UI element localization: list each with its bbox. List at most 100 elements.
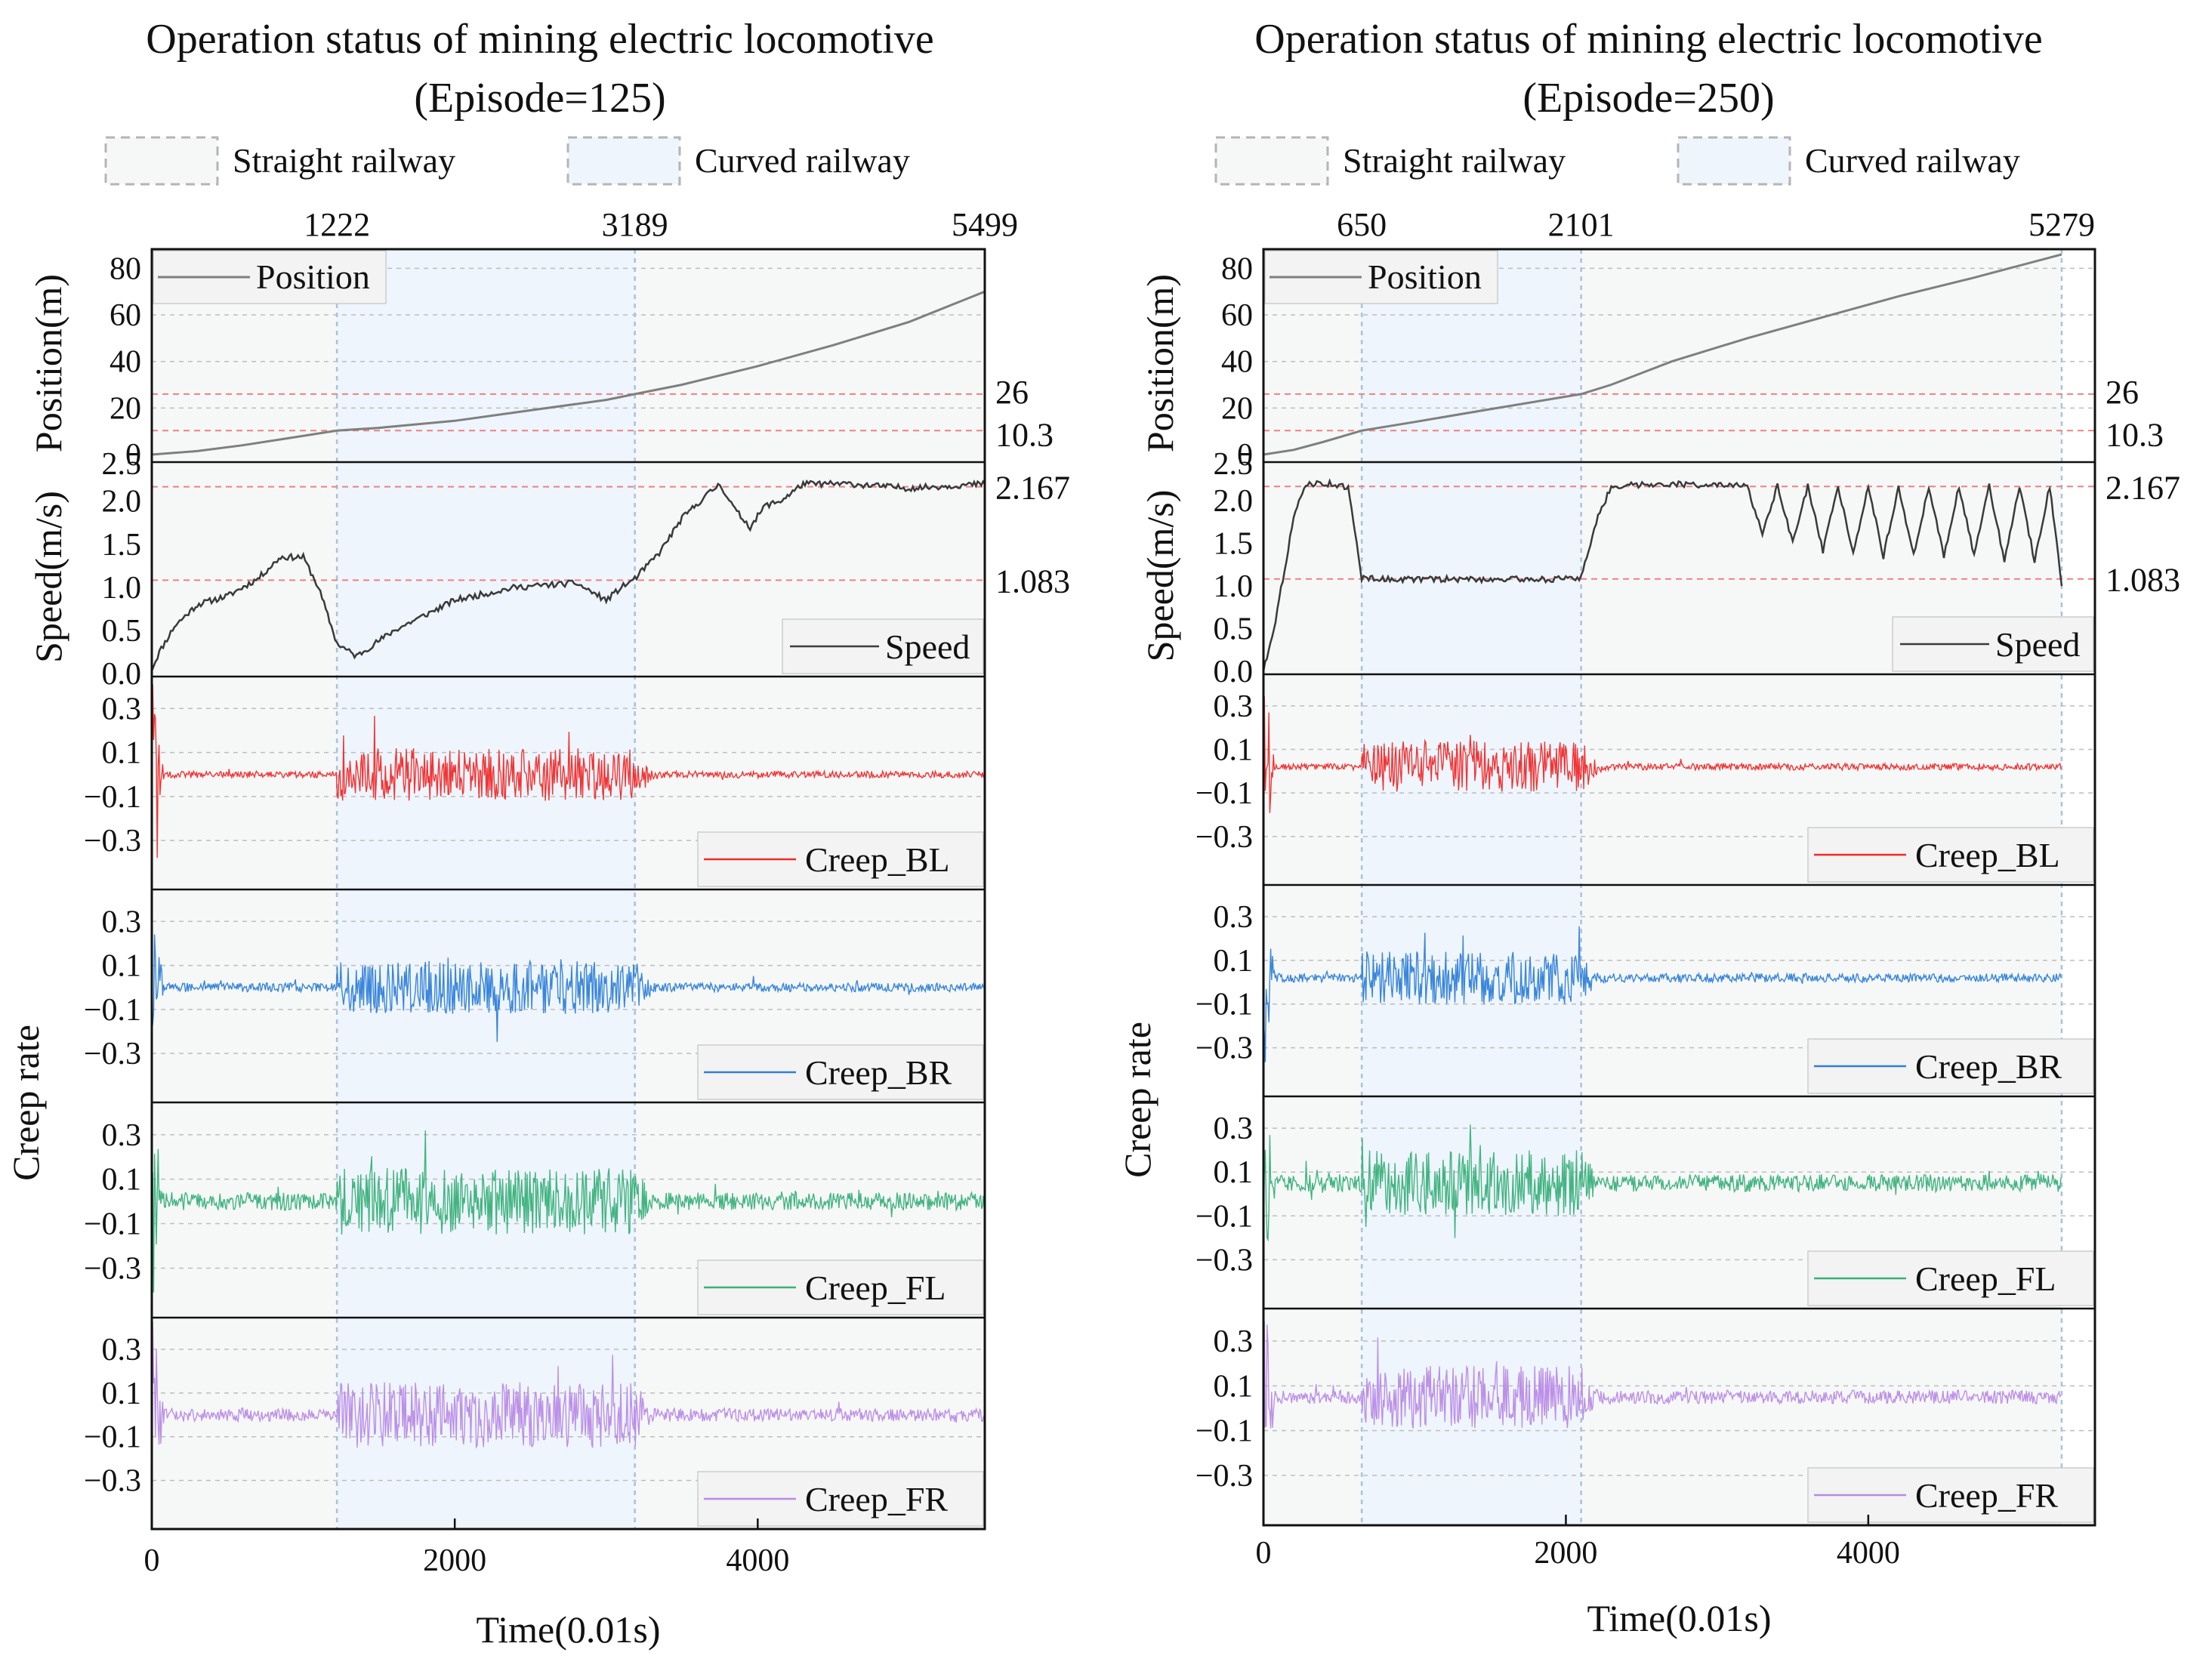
panel-2: Operation status of mining electric loco… xyxy=(1116,16,2180,1639)
boundary-label: 2101 xyxy=(1548,206,1615,243)
y-tick-label: 1.0 xyxy=(102,571,142,606)
legend-label-position: Position xyxy=(256,257,370,296)
y-tick-label: 60 xyxy=(1221,298,1253,333)
x-axis-label: Time(0.01s) xyxy=(1587,1597,1771,1639)
legend-label-straight: Straight railway xyxy=(1343,141,1566,180)
y-tick-label: 2.0 xyxy=(102,485,142,519)
legend-label-creep: Creep_FR xyxy=(1915,1476,2058,1515)
y-tick-label: 0.1 xyxy=(1214,1155,1254,1190)
speed-legend: Speed xyxy=(782,618,984,674)
creep-trace-creep_fl xyxy=(1263,1124,2062,1242)
y-tick-label: 1.5 xyxy=(1214,527,1254,562)
track-legend: Straight railway Curved railway xyxy=(104,136,910,186)
speed-ylabel: Speed(m/s) xyxy=(27,491,69,663)
reference-label: 1.083 xyxy=(995,563,1070,600)
y-tick-label: 0.3 xyxy=(1214,1324,1254,1359)
x-tick-label: 2000 xyxy=(1534,1536,1597,1571)
creep-trace-creep_br xyxy=(151,934,986,1042)
legend-label-speed: Speed xyxy=(885,627,970,666)
x-tick-label: 4000 xyxy=(1837,1536,1900,1571)
x-tick-label: 0 xyxy=(144,1543,160,1578)
y-tick-label: 0.3 xyxy=(102,905,142,939)
speed-line xyxy=(150,479,986,671)
creep-legend: Creep_BL xyxy=(1807,827,2094,883)
y-tick-label: −0.1 xyxy=(1195,1199,1253,1234)
legend-label-curved: Curved railway xyxy=(1805,141,2020,180)
y-tick-label: 0.3 xyxy=(1214,1111,1254,1146)
y-tick-label: 20 xyxy=(110,391,141,426)
panel-1: Operation status of mining electric loco… xyxy=(5,16,1070,1651)
speed-line xyxy=(1262,478,2063,672)
legend-swatch-straight xyxy=(1214,136,1329,186)
creep-legend: Creep_FL xyxy=(697,1259,984,1315)
y-tick-label: −0.3 xyxy=(84,824,141,859)
legend-label-creep: Creep_FL xyxy=(1915,1259,2056,1298)
position-line xyxy=(1263,253,2062,456)
y-tick-label: −0.3 xyxy=(84,1251,141,1286)
segment-straight xyxy=(1581,249,2062,1525)
reference-label: 10.3 xyxy=(2106,416,2164,453)
reference-label: 2.167 xyxy=(995,470,1070,507)
track-legend: Straight railway Curved railway xyxy=(1214,136,2020,186)
boundary-label: 3189 xyxy=(602,206,668,243)
y-tick-label: 0.3 xyxy=(102,1333,142,1367)
y-tick-label: 0.0 xyxy=(1214,655,1254,689)
creep-trace-creep_fr xyxy=(1263,1321,2062,1435)
legend-label-speed: Speed xyxy=(1995,625,2080,664)
y-tick-label: −0.1 xyxy=(84,1207,141,1242)
y-tick-label: 1.0 xyxy=(1214,569,1254,604)
creep-trace-creep_bl xyxy=(1263,695,2062,813)
boundary-label: 650 xyxy=(1337,206,1387,243)
y-tick-label: 1.5 xyxy=(102,528,142,563)
speed-ylabel: Speed(m/s) xyxy=(1139,490,1181,662)
axes-frame xyxy=(150,248,986,1531)
creep-legend: Creep_BR xyxy=(1807,1038,2094,1094)
y-tick-label: 2.0 xyxy=(1214,484,1254,519)
x-tick-label: 0 xyxy=(1256,1536,1272,1571)
y-tick-label: 2.5 xyxy=(1214,447,1254,482)
chart-subtitle: (Episode=250) xyxy=(1522,75,1774,122)
y-tick-label: 40 xyxy=(1221,345,1253,380)
y-tick-label: −0.3 xyxy=(1195,1031,1253,1066)
legend-swatch-curved xyxy=(1677,136,1791,186)
y-tick-label: −0.1 xyxy=(84,993,141,1028)
x-axis-label: Time(0.01s) xyxy=(476,1608,660,1651)
reference-label: 10.3 xyxy=(995,416,1054,453)
y-tick-label: 0.3 xyxy=(102,692,142,726)
segment-straight xyxy=(1263,249,1362,1525)
creep-trace-creep_br xyxy=(1263,926,2062,1062)
y-tick-label: 0.1 xyxy=(102,1377,142,1411)
y-tick-label: −0.1 xyxy=(1195,1414,1253,1449)
legend-label-creep: Creep_FL xyxy=(805,1269,946,1307)
legend-swatch-curved xyxy=(566,136,681,186)
y-tick-label: −0.3 xyxy=(1195,820,1253,855)
y-tick-label: 0.3 xyxy=(102,1118,142,1153)
boundary-label: 5499 xyxy=(952,206,1018,243)
creep-legend: Creep_FR xyxy=(1807,1467,2094,1523)
y-tick-label: 0.1 xyxy=(1214,944,1254,979)
legend-label-straight: Straight railway xyxy=(233,141,455,180)
y-tick-label: −0.3 xyxy=(1195,1459,1253,1494)
y-tick-label: 80 xyxy=(110,251,141,286)
position-ylabel: Position(m) xyxy=(27,274,69,452)
creep-legend: Creep_BL xyxy=(697,831,984,887)
segment-curved xyxy=(1362,249,1581,1525)
chart-subtitle: (Episode=125) xyxy=(414,75,665,122)
y-tick-label: 0.1 xyxy=(102,1163,142,1198)
y-tick-label: 0.3 xyxy=(1214,689,1254,724)
reference-label: 1.083 xyxy=(2106,562,2180,599)
y-tick-label: 0.5 xyxy=(1214,612,1254,647)
y-tick-label: −0.3 xyxy=(84,1464,141,1499)
y-tick-label: −0.3 xyxy=(1195,1243,1253,1278)
legend-label-position: Position xyxy=(1368,257,1482,296)
y-tick-label: 60 xyxy=(110,298,141,333)
y-tick-label: 0.3 xyxy=(1214,900,1254,935)
y-tick-label: 0 xyxy=(125,438,141,473)
y-tick-label: 0.1 xyxy=(102,736,142,771)
boundary-label: 5279 xyxy=(2028,206,2095,243)
y-tick-label: 40 xyxy=(110,345,141,380)
axes-frame xyxy=(1262,248,2096,1527)
legend-label-curved: Curved railway xyxy=(695,141,910,180)
y-tick-label: 0.0 xyxy=(102,657,142,692)
